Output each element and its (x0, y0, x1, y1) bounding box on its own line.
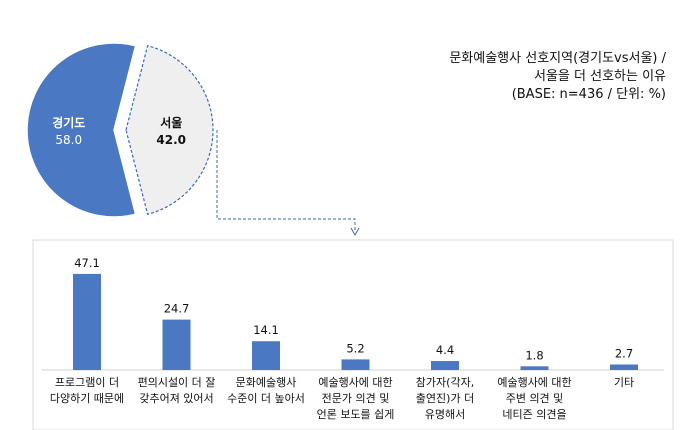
bar-category-label: 프로그램이 더 (55, 376, 119, 389)
chart-title-block: 문화예술행사 선호지역(경기도vs서울) / 서울을 더 선호하는 이유 (BA… (449, 50, 666, 104)
bar (610, 364, 638, 370)
chart-note: (BASE: n=436 / 단위: %) (511, 87, 666, 102)
bar-panel-frame (32, 239, 674, 430)
pie-slice-label: 서울 (160, 115, 182, 130)
bar-category-label: 편의시설이 더 잘 (138, 376, 216, 389)
bar-category-label: 네티즌 의견을 (502, 408, 566, 421)
bar-value-label: 14.1 (253, 323, 279, 337)
bar-value-label: 4.4 (436, 343, 454, 357)
connector-arrow (350, 227, 360, 237)
bar (520, 366, 549, 370)
bar (341, 359, 370, 370)
bar-category-label: 참가자(각자, (416, 376, 474, 389)
bar-value-label: 47.1 (74, 256, 100, 270)
chart-title: 문화예술행사 선호지역(경기도vs서울) / (449, 51, 666, 66)
bar-value-label: 1.8 (525, 348, 543, 362)
bar-category-label: 언론 보도를 쉽게 (317, 408, 395, 421)
bar-category-label: 유명해서 (425, 407, 465, 421)
bar-category-label: 수준이 더 높아서 (227, 392, 305, 405)
bar-category-label: 기타 (614, 376, 634, 389)
bar-value-label: 24.7 (164, 302, 190, 316)
pie-slice-seoul (125, 45, 214, 215)
pie-chart: 경기도 58.0 서울 42.0 (26, 42, 214, 218)
bar-category-label: 전문가 의견 및 (322, 392, 390, 405)
bar (252, 341, 280, 370)
callout-connector (216, 130, 360, 237)
bar (162, 319, 191, 370)
bar-category-label: 문화예술행사 (236, 376, 297, 389)
bar-category-label: 갖추어져 있어서 (139, 392, 213, 405)
pie-slice-label: 경기도 (52, 115, 85, 130)
connector-line (216, 130, 356, 232)
bar-category-label: 출연진)가 더 (416, 392, 474, 405)
bar (73, 273, 101, 370)
bar-category-label: 다양하기 때문에 (50, 391, 124, 405)
chart-subtitle: 서울을 더 선호하는 이유 (534, 69, 666, 84)
pie-slice-value: 42.0 (156, 133, 186, 147)
bar-value-label: 5.2 (346, 341, 364, 355)
pie-slice-gyeonggi (26, 42, 137, 218)
pie-slice-value: 58.0 (55, 133, 82, 147)
bar-category-label: 주변 의견 및 (506, 392, 564, 405)
bar-category-label: 예술행사에 대한 (318, 376, 392, 389)
bar (431, 361, 459, 370)
bar-category-label: 예술행사에 대한 (497, 376, 571, 389)
bar-value-label: 2.7 (615, 346, 633, 360)
